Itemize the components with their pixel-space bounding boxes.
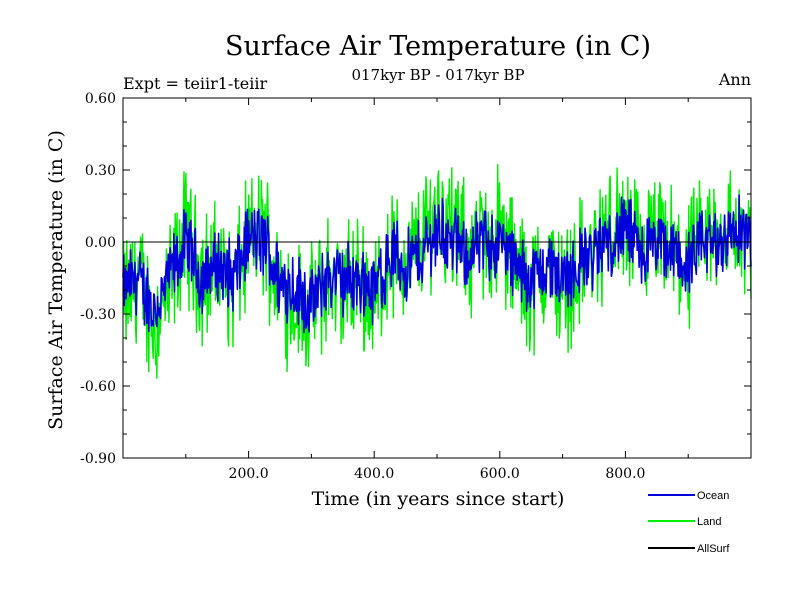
x-tick-label: 800.0: [605, 466, 645, 482]
chart-subtitle: 017kyr BP - 017kyr BP: [351, 66, 524, 84]
legend: Ocean Land AllSurf: [648, 490, 730, 555]
y-axis: 0.60 0.30 0.00 -0.30 -0.60 -0.90: [80, 91, 751, 467]
x-axis-label: Time (in years since start): [312, 488, 565, 510]
legend-label-land: Land: [697, 516, 721, 528]
chart-title: Surface Air Temperature (in C): [225, 31, 651, 62]
legend-label-ocean: Ocean: [697, 490, 729, 502]
y-tick-label: -0.60: [80, 379, 116, 395]
experiment-label: Expt = teiir1-teiir: [123, 74, 267, 93]
legend-label-allsurf: AllSurf: [697, 543, 730, 555]
series-line-ocean: [122, 194, 752, 334]
y-tick-label: 0.00: [85, 235, 116, 251]
x-tick-label: 600.0: [480, 466, 520, 482]
y-tick-label: 0.30: [85, 163, 116, 179]
x-tick-label: 200.0: [229, 466, 269, 482]
season-label: Ann: [718, 70, 751, 89]
y-axis-label: Surface Air Temperature (in C): [45, 130, 67, 430]
x-tick-label: 400.0: [354, 466, 394, 482]
x-axis: 200.0 400.0 600.0 800.0: [185, 98, 689, 482]
y-tick-label: 0.60: [85, 91, 116, 107]
y-tick-label: -0.90: [80, 451, 116, 467]
y-tick-label: -0.30: [80, 307, 116, 323]
plot-data: [122, 163, 752, 379]
